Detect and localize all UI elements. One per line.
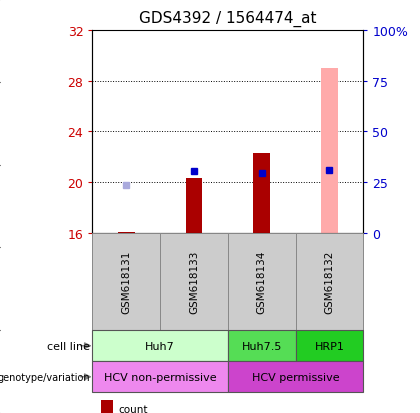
Text: Huh7: Huh7 bbox=[145, 341, 175, 351]
Text: HCV permissive: HCV permissive bbox=[252, 372, 339, 382]
Text: HCV non-permissive: HCV non-permissive bbox=[104, 372, 216, 382]
Bar bbox=[321, 69, 338, 233]
Text: count: count bbox=[119, 404, 148, 413]
Title: GDS4392 / 1564474_at: GDS4392 / 1564474_at bbox=[139, 11, 317, 27]
Text: cell line: cell line bbox=[47, 341, 90, 351]
Bar bbox=[186, 179, 202, 233]
Text: GSM618134: GSM618134 bbox=[257, 250, 267, 313]
Text: GSM618131: GSM618131 bbox=[121, 250, 131, 313]
Text: GSM618132: GSM618132 bbox=[324, 250, 334, 313]
Text: genotype/variation: genotype/variation bbox=[0, 372, 90, 382]
Text: Huh7.5: Huh7.5 bbox=[241, 341, 282, 351]
Bar bbox=[118, 232, 135, 233]
Text: HRP1: HRP1 bbox=[315, 341, 344, 351]
Text: GSM618133: GSM618133 bbox=[189, 250, 199, 313]
Bar bbox=[253, 154, 270, 233]
